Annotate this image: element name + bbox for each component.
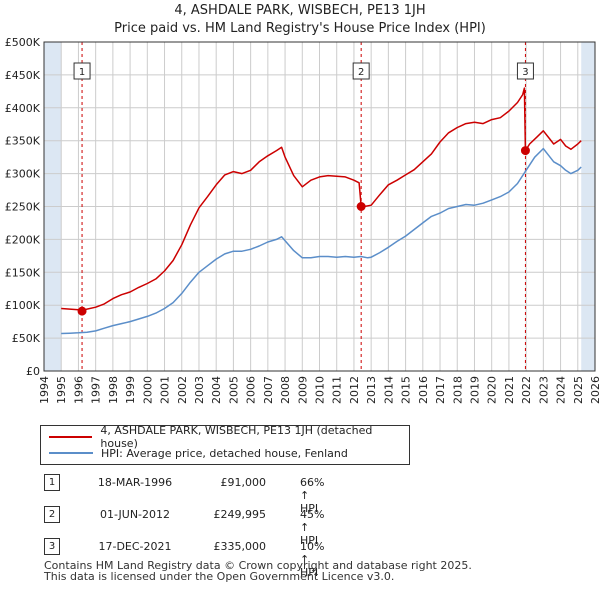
sale-marker-point — [356, 202, 366, 212]
x-tick-label: 2004 — [210, 376, 223, 404]
x-tick-label: 2007 — [262, 376, 275, 404]
legend-item-property: 4, ASHDALE PARK, WISBECH, PE13 1JH (deta… — [49, 424, 409, 450]
legend-label-property: 4, ASHDALE PARK, WISBECH, PE13 1JH (deta… — [100, 424, 373, 450]
y-tick-label: £250K — [5, 201, 41, 214]
y-tick-label: £50K — [12, 332, 41, 345]
sale-price: £249,995 — [213, 508, 267, 521]
sale-date: 18-MAR-1996 — [97, 476, 173, 489]
x-tick-label: 2010 — [314, 376, 327, 404]
series-line-property — [61, 87, 582, 312]
x-tick-label: 1998 — [107, 376, 120, 404]
x-tick-label: 2017 — [434, 376, 447, 404]
sale-price: £91,000 — [220, 476, 267, 489]
sale-date: 01-JUN-2012 — [99, 508, 171, 521]
x-tick-label: 2023 — [537, 376, 550, 404]
legend-item-hpi: HPI: Average price, detached house, Fenl… — [49, 445, 348, 461]
sale-marker-point — [77, 306, 87, 316]
x-tick-label: 2025 — [572, 376, 585, 404]
chart-title-line-1: 4, ASHDALE PARK, WISBECH, PE13 1JH — [174, 3, 426, 18]
sale-hpi-change: 10% ↑ HPI — [300, 540, 325, 579]
footer-licence: This data is licensed under the Open Gov… — [44, 570, 395, 583]
sale-marker-label-box — [352, 62, 370, 80]
x-tick-label: 2008 — [279, 376, 292, 404]
x-tick-label: 2012 — [348, 376, 361, 404]
x-tick-label: 2003 — [193, 376, 206, 404]
x-tick-label: 2018 — [451, 376, 464, 404]
series-line-hpi — [61, 147, 582, 335]
footer: Contains HM Land Registry data © Crown c… — [44, 560, 472, 582]
legend-swatch-hpi — [49, 452, 93, 454]
x-tick-label: 2006 — [245, 376, 258, 404]
x-tick-label: 1994 — [38, 376, 51, 404]
sale-date: 17-DEC-2021 — [98, 540, 172, 553]
x-tick-label: 1999 — [124, 376, 137, 404]
x-tick-label: 2021 — [503, 376, 516, 404]
legend: 4, ASHDALE PARK, WISBECH, PE13 1JH (deta… — [40, 424, 410, 465]
sale-marker-label: 1 — [79, 67, 85, 78]
x-tick-label: 2015 — [400, 376, 413, 404]
sale-price: £335,000 — [213, 540, 267, 553]
x-tick-label: 1996 — [72, 376, 85, 404]
x-tick-label: 1995 — [55, 376, 68, 404]
x-tick-label: 2016 — [417, 376, 430, 404]
y-tick-label: £450K — [5, 69, 41, 82]
sale-marker-label: 2 — [358, 67, 364, 78]
x-tick-label: 2013 — [365, 376, 378, 404]
sale-marker-label: 3 — [522, 67, 528, 78]
price-chart: 1994 1995 1996 1997 1998 1999 2000 2001 2002 2003… — [5, 36, 600, 404]
x-tick-label: 2011 — [331, 376, 344, 404]
x-tick-label: 1997 — [90, 376, 103, 404]
sale-marker-label-box — [516, 62, 534, 80]
y-tick-label: £500K — [5, 36, 41, 49]
y-tick-label: £300K — [5, 168, 41, 181]
sale-marker-point — [520, 146, 530, 156]
y-tick-label: £400K — [5, 102, 41, 115]
x-tick-label: 2020 — [486, 376, 499, 404]
y-tick-label: £200K — [5, 233, 41, 246]
sale-marker-label-box — [73, 62, 91, 80]
x-tick-label: 2002 — [176, 376, 189, 404]
footer-copyright: Contains HM Land Registry data © Crown c… — [44, 559, 472, 572]
chart-title: 4, ASHDALE PARK, WISBECH, PE13 1JH Price… — [0, 2, 600, 38]
plot-frame — [43, 41, 596, 372]
y-tick-label: £350K — [5, 135, 41, 148]
legend-swatch-property — [49, 436, 93, 438]
x-tick-label: 2024 — [555, 376, 568, 404]
sale-number-badge: 3 — [44, 538, 60, 555]
sale-hpi-change: 45% ↑ HPI — [300, 508, 325, 547]
x-tick-label: 2001 — [159, 376, 172, 404]
legend-label-hpi: HPI: Average price, detached house, Fenl… — [101, 446, 348, 460]
y-tick-label: £150K — [5, 266, 41, 279]
x-tick-label: 2014 — [382, 376, 395, 404]
y-tick-label: £100K — [5, 299, 41, 312]
x-tick-label: 2000 — [141, 376, 154, 404]
x-tick-label: 2009 — [296, 376, 309, 404]
x-tick-label: 2005 — [227, 376, 240, 404]
x-tick-label: 2019 — [468, 376, 481, 404]
y-tick-label: £0 — [26, 365, 40, 378]
sale-number-badge: 2 — [44, 506, 60, 523]
x-tick-label: 2026 — [589, 376, 600, 404]
sale-number-badge: 1 — [44, 474, 60, 491]
sale-hpi-change: 66% ↑ HPI — [300, 476, 325, 515]
x-tick-label: 2022 — [520, 376, 533, 404]
chart-title-line-2: Price paid vs. HM Land Registry's House … — [114, 21, 486, 36]
